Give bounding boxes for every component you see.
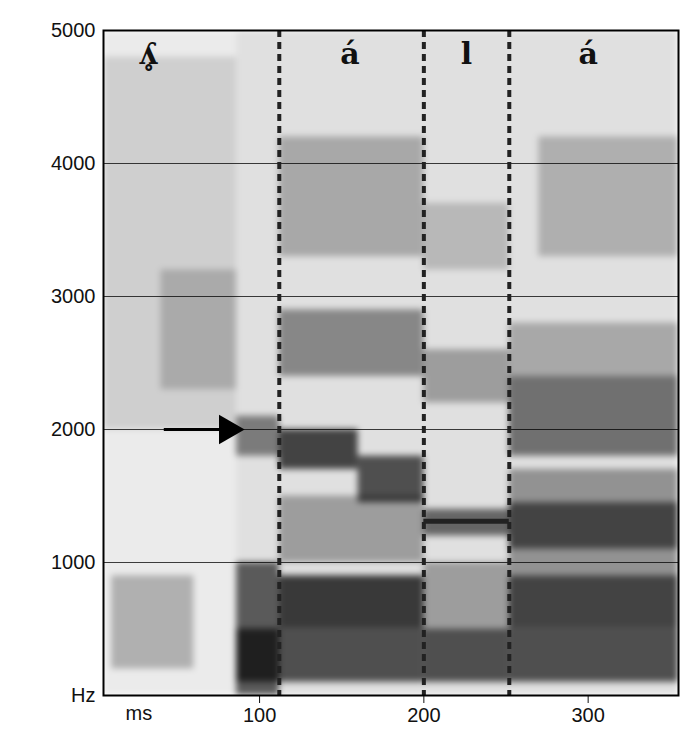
- svg-text:ʎ̥: ʎ̥: [138, 36, 158, 71]
- svg-text:4000: 4000: [51, 152, 96, 174]
- svg-text:ms: ms: [126, 702, 153, 724]
- svg-text:2000: 2000: [51, 418, 96, 440]
- svg-text:Hz: Hz: [71, 684, 95, 706]
- svg-text:100: 100: [243, 704, 276, 726]
- svg-text:5000: 5000: [51, 19, 96, 41]
- svg-text:1000: 1000: [51, 551, 96, 573]
- svg-text:200: 200: [407, 704, 440, 726]
- svg-text:á: á: [578, 36, 597, 71]
- svg-text:3000: 3000: [51, 285, 96, 307]
- svg-text:á: á: [340, 36, 359, 71]
- svg-text:l: l: [461, 36, 472, 71]
- svg-text:300: 300: [571, 704, 604, 726]
